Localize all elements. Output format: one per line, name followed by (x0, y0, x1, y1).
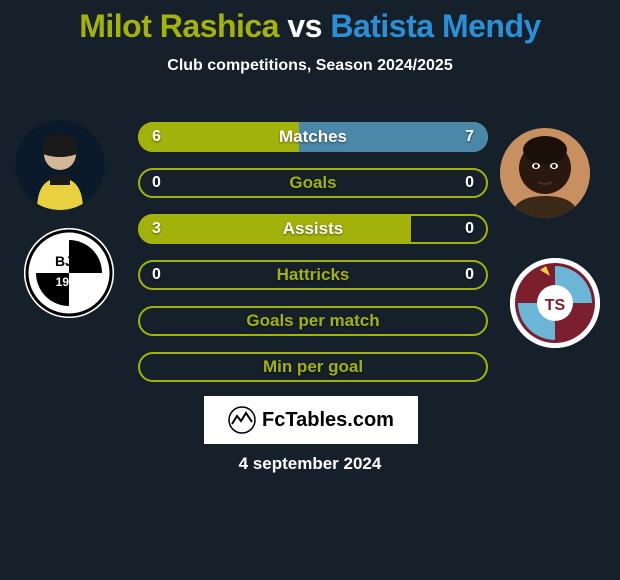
club2-badge: TS (510, 258, 600, 348)
svg-text:BJK: BJK (55, 253, 83, 269)
stat-row: Min per goal (138, 352, 488, 382)
stat-label: Hattricks (138, 260, 488, 290)
stat-value-left: 0 (152, 168, 161, 198)
watermark-text: FcTables.com (262, 409, 394, 432)
stat-label: Goals per match (138, 306, 488, 336)
stat-row: Assists3 0 (138, 214, 488, 244)
page-title: Milot Rashica vs Batista Mendy (0, 0, 620, 45)
stat-row: Goals0 0 (138, 168, 488, 198)
stat-row: Goals per match (138, 306, 488, 336)
watermark-icon (228, 406, 256, 434)
club1-badge: BJK 1903 (24, 228, 114, 318)
title-left: Milot Rashica (79, 8, 279, 44)
stat-value-left: 3 (152, 214, 161, 244)
date: 4 september 2024 (0, 454, 620, 474)
stat-value-left: 0 (152, 260, 161, 290)
title-vs: vs (287, 8, 322, 44)
title-right: Batista Mendy (330, 8, 540, 44)
player2-avatar (500, 128, 590, 218)
stat-label: Min per goal (138, 352, 488, 382)
stat-row: Hattricks0 0 (138, 260, 488, 290)
stat-value-left: 6 (152, 122, 161, 152)
stat-label: Assists (138, 214, 488, 244)
stat-value-right: 0 (465, 168, 474, 198)
stat-value-right: 0 (465, 214, 474, 244)
subtitle: Club competitions, Season 2024/2025 (0, 57, 620, 75)
stat-value-right: 7 (465, 122, 474, 152)
svg-text:1903: 1903 (56, 275, 83, 289)
stat-value-right: 0 (465, 260, 474, 290)
stat-row: Matches6 7 (138, 122, 488, 152)
svg-text:TS: TS (545, 297, 566, 314)
stats-bars: Matches67Goals00Assists30Hattricks00Goal… (138, 122, 488, 398)
stat-label: Goals (138, 168, 488, 198)
player1-avatar (15, 120, 105, 210)
watermark: FcTables.com (204, 396, 418, 444)
stat-label: Matches (138, 122, 488, 152)
